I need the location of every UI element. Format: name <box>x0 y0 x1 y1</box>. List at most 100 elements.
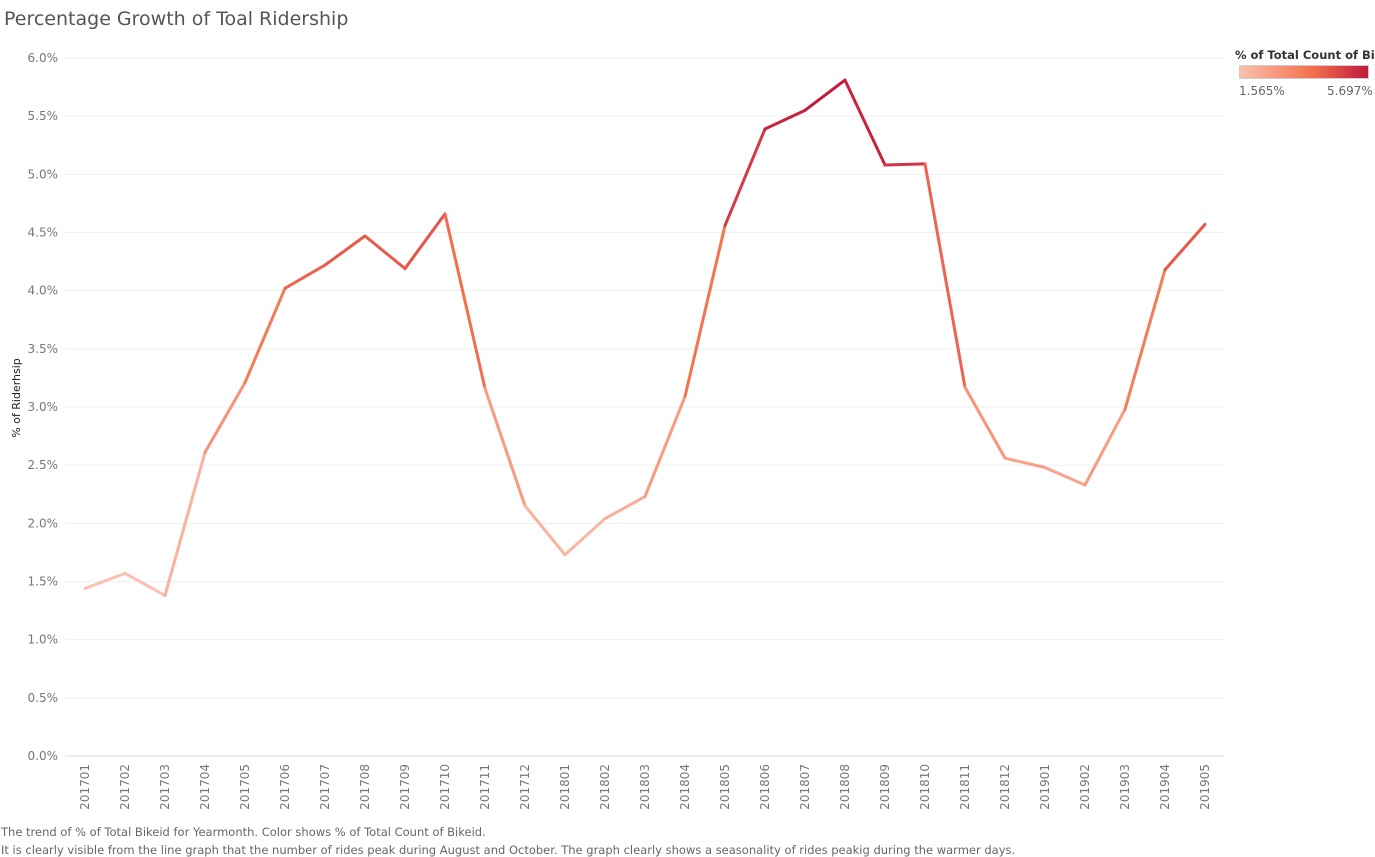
line-segment <box>963 385 1007 460</box>
y-tick-label: 4.5% <box>28 226 59 240</box>
data-point[interactable] <box>1082 482 1088 488</box>
line-segment <box>803 78 847 112</box>
line-segment <box>523 504 567 557</box>
x-tick-label: 201704 <box>198 764 212 810</box>
data-point[interactable] <box>682 394 688 400</box>
x-tick-label: 201807 <box>798 764 812 810</box>
line-segment <box>483 386 527 508</box>
color-legend-gradient <box>1239 65 1369 79</box>
line-segment <box>643 395 687 499</box>
color-legend-max: 5.697% <box>1327 84 1373 98</box>
line-segment <box>163 450 207 597</box>
line-segment <box>1043 465 1087 487</box>
chart-title: Percentage Growth of Toal Ridership <box>4 8 349 30</box>
line-segment <box>683 224 727 399</box>
data-point[interactable] <box>482 385 488 391</box>
data-point[interactable] <box>162 592 168 598</box>
x-tick-label: 201703 <box>158 764 172 810</box>
y-tick-label: 1.5% <box>28 575 59 589</box>
line-segment <box>123 571 167 597</box>
data-point[interactable] <box>1002 455 1008 461</box>
x-tick-label: 201701 <box>78 764 92 810</box>
data-point[interactable] <box>82 585 88 591</box>
y-tick-label: 0.0% <box>28 749 59 763</box>
gridlines <box>65 57 1224 757</box>
line-segment <box>1003 456 1047 469</box>
line-segment <box>83 571 127 590</box>
x-tick-label: 201803 <box>638 764 652 810</box>
line-segment <box>763 108 807 131</box>
x-tick-label: 201805 <box>718 764 732 810</box>
data-point[interactable] <box>322 262 328 268</box>
data-point[interactable] <box>1122 406 1128 412</box>
data-point[interactable] <box>522 503 528 509</box>
x-tick-label: 201710 <box>438 764 452 810</box>
y-axis-title: % of Riderhsip <box>10 358 23 438</box>
line-segment <box>1083 407 1127 487</box>
y-tick-label: 0.5% <box>28 691 59 705</box>
y-tick-label: 5.5% <box>28 109 59 123</box>
color-legend-title[interactable]: % of Total Count of Bik.. <box>1235 48 1375 62</box>
line-segment <box>923 162 967 389</box>
y-tick-label: 1.0% <box>28 633 59 647</box>
x-tick-label: 201811 <box>958 764 972 810</box>
x-tick-label: 201902 <box>1078 764 1092 810</box>
line-segment <box>843 78 887 167</box>
data-point[interactable] <box>882 162 888 168</box>
data-point[interactable] <box>1042 464 1048 470</box>
line-segment <box>443 212 487 390</box>
y-tick-label: 2.0% <box>28 516 59 530</box>
line-segment <box>323 234 367 267</box>
x-tick-label: 201808 <box>838 764 852 810</box>
data-point[interactable] <box>562 552 568 558</box>
line-segment <box>883 162 927 167</box>
line-segment <box>723 127 767 228</box>
x-tick-label: 201903 <box>1118 764 1132 810</box>
data-point[interactable] <box>242 380 248 386</box>
data-point[interactable] <box>962 384 968 390</box>
data-point[interactable] <box>722 223 728 229</box>
data-point[interactable] <box>442 211 448 217</box>
caption-line-1: The trend of % of Total Bikeid for Yearm… <box>1 825 486 839</box>
x-tick-label: 201905 <box>1198 764 1212 810</box>
x-tick-label: 201904 <box>1158 764 1172 810</box>
data-point[interactable] <box>642 494 648 500</box>
x-tick-label: 201709 <box>398 764 412 810</box>
data-point[interactable] <box>922 161 928 167</box>
data-point[interactable] <box>362 233 368 239</box>
y-tick-label: 6.0% <box>28 51 59 65</box>
color-legend-min: 1.565% <box>1239 84 1285 98</box>
x-axis-ticks: 201701 201702 201703 201704 201705 201706 2017… <box>78 764 1212 810</box>
line-segment <box>603 495 647 521</box>
x-tick-label: 201802 <box>598 764 612 810</box>
line-segment <box>283 263 327 290</box>
line-segment <box>1123 268 1167 411</box>
y-tick-label: 2.5% <box>28 458 59 472</box>
data-point[interactable] <box>282 285 288 291</box>
x-tick-label: 201708 <box>358 764 372 810</box>
x-tick-label: 201801 <box>558 764 572 810</box>
y-axis-ticks: 0.0% 0.5% 1.0% 1.5% 2.0% 2.5% 3.0% 3.5% 4.0% 4.5%… <box>28 51 59 763</box>
line-segment <box>1163 222 1207 272</box>
x-tick-label: 201706 <box>278 764 292 810</box>
data-point[interactable] <box>1162 267 1168 273</box>
caption-line-2: It is clearly visible from the line grap… <box>1 843 1016 857</box>
x-tick-label: 201806 <box>758 764 772 810</box>
y-tick-label: 5.0% <box>28 167 59 181</box>
y-tick-label: 3.0% <box>28 400 59 414</box>
data-point[interactable] <box>842 77 848 83</box>
data-point[interactable] <box>1202 221 1208 227</box>
data-point[interactable] <box>802 107 808 113</box>
data-point[interactable] <box>202 449 208 455</box>
x-tick-label: 201810 <box>918 764 932 810</box>
x-tick-label: 201705 <box>238 764 252 810</box>
x-tick-label: 201702 <box>118 764 132 810</box>
data-point[interactable] <box>762 126 768 132</box>
data-point[interactable] <box>402 266 408 272</box>
x-tick-label: 201812 <box>998 764 1012 810</box>
data-point[interactable] <box>602 516 608 522</box>
data-point[interactable] <box>122 570 128 576</box>
x-tick-label: 201809 <box>878 764 892 810</box>
line-segment <box>363 234 407 271</box>
